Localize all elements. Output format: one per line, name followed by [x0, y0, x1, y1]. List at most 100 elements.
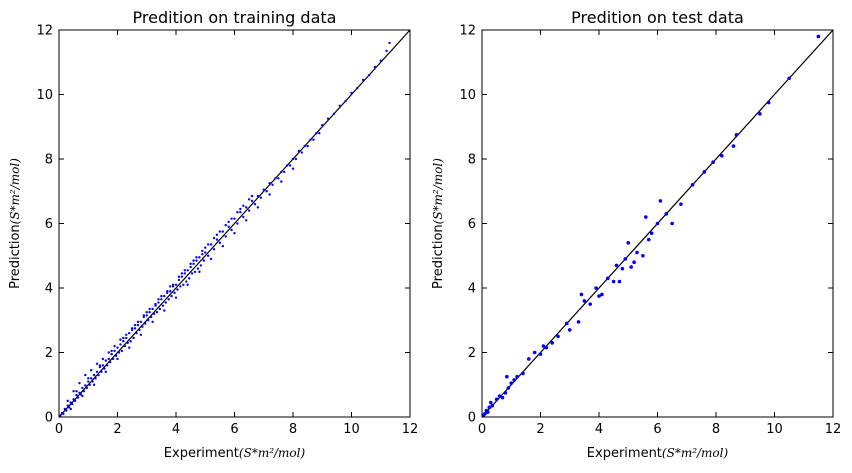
data-point [149, 315, 153, 319]
data-point [274, 177, 277, 180]
data-point [503, 391, 508, 395]
data-point [119, 338, 122, 341]
data-point [85, 386, 88, 390]
data-point [487, 405, 492, 410]
data-point [731, 144, 736, 148]
data-point [550, 341, 554, 345]
data-point [711, 160, 715, 165]
data-point [268, 181, 271, 185]
data-point [250, 199, 254, 203]
data-point [734, 133, 739, 137]
data-point [116, 357, 119, 361]
data-point [758, 112, 762, 116]
data-point [206, 243, 210, 246]
data-point [78, 381, 81, 385]
data-point [69, 407, 72, 411]
data-point [209, 243, 213, 246]
data-point [344, 99, 347, 103]
data-point [104, 370, 108, 374]
data-point [515, 374, 519, 379]
data-point [108, 360, 112, 364]
data-point [201, 249, 204, 253]
data-point [170, 294, 173, 298]
data-point [122, 340, 125, 343]
data-point [151, 320, 154, 324]
data-point [92, 383, 96, 386]
data-point [136, 320, 140, 324]
data-point [202, 259, 205, 262]
data-point [306, 144, 309, 148]
y-tick-label: 0 [45, 411, 53, 426]
data-point [483, 411, 487, 416]
data-point [221, 244, 224, 248]
data-point [283, 170, 286, 174]
data-point [79, 393, 83, 396]
data-point [623, 257, 628, 261]
data-point [635, 250, 639, 255]
data-point [259, 196, 263, 199]
data-point [629, 265, 633, 269]
y-tick-label: 8 [45, 153, 53, 168]
y-tick-label: 6 [45, 217, 53, 232]
data-point [135, 331, 138, 335]
data-point [113, 344, 116, 348]
x-axis-label: Experiment(S*m²/mol) [587, 446, 729, 461]
data-point [318, 132, 321, 135]
data-point [174, 283, 178, 286]
data-point [605, 276, 610, 281]
data-point [155, 310, 159, 314]
data-point [157, 298, 160, 301]
data-point [247, 209, 251, 212]
data-point [277, 177, 280, 180]
data-point [138, 328, 141, 332]
data-point [285, 164, 289, 167]
data-point [72, 398, 75, 401]
data-point [164, 301, 167, 304]
data-point [133, 323, 137, 327]
data-point [125, 336, 128, 340]
data-point [139, 333, 143, 336]
y-axis-label: Prediction(S*m²/mol) [8, 158, 23, 289]
data-point [193, 270, 197, 274]
data-point [95, 362, 99, 365]
x-tick-label: 0 [478, 422, 486, 437]
data-point [70, 402, 74, 406]
data-point [75, 393, 78, 397]
data-point [556, 334, 560, 339]
data-point [658, 199, 663, 203]
data-point [262, 188, 265, 191]
data-point [224, 235, 227, 238]
data-point [128, 331, 131, 335]
data-point [644, 215, 648, 219]
data-point [236, 222, 239, 225]
x-tick-label: 4 [172, 422, 180, 437]
data-point [664, 212, 669, 216]
data-point [321, 123, 324, 127]
data-point [198, 270, 201, 274]
data-point [110, 349, 113, 353]
y-axis-label-unit: (S*m²/mol) [431, 158, 445, 225]
x-tick-label: 2 [536, 422, 544, 437]
data-point [579, 292, 584, 297]
data-point [101, 364, 105, 367]
data-point [236, 211, 239, 214]
data-point [174, 296, 178, 299]
data-point [123, 344, 127, 348]
data-point [720, 153, 724, 158]
y-tick-label: 4 [45, 282, 53, 297]
data-point [312, 138, 315, 141]
data-point [209, 257, 213, 261]
x-tick-label: 12 [402, 422, 419, 437]
y-tick-label: 6 [468, 217, 476, 232]
data-point [506, 386, 511, 390]
x-tick-label: 2 [113, 422, 121, 437]
data-point [521, 371, 525, 376]
y-axis-label-text: Prediction [8, 224, 23, 289]
data-point [116, 346, 119, 349]
data-point [702, 170, 707, 174]
data-point [294, 157, 298, 161]
data-point [144, 322, 147, 325]
data-point [136, 323, 140, 327]
chart-title: Predition on training data [133, 8, 337, 27]
data-point [59, 414, 62, 417]
